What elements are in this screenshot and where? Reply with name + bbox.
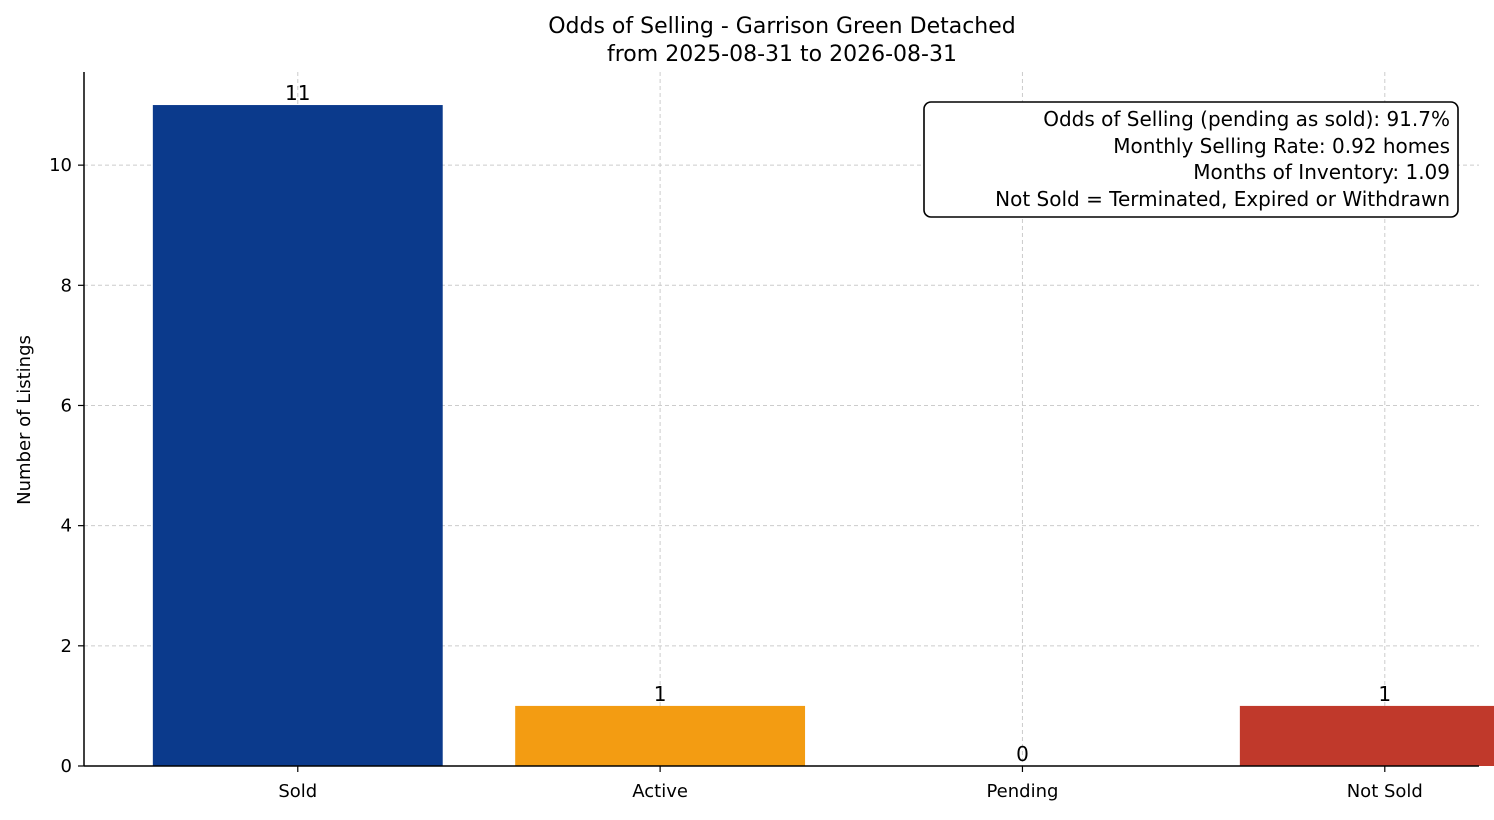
x-tick-label: Sold: [278, 781, 317, 802]
y-axis-ticks: 0 2 4 6 8 10: [49, 155, 84, 777]
y-tick-label: 10: [49, 155, 72, 176]
chart-subtitle: from 2025-08-31 to 2026-08-31: [607, 42, 957, 67]
y-tick-label: 8: [61, 275, 72, 296]
info-box: Odds of Selling (pending as sold): 91.7%…: [923, 101, 1459, 218]
bars: [152, 105, 1494, 767]
x-axis-ticks: Sold Active Pending Not Sold: [278, 766, 1423, 802]
bar-value-label: 11: [285, 81, 310, 105]
bar-value-label: 0: [1016, 742, 1029, 766]
info-months-inventory: Months of Inventory: 1.09: [1193, 160, 1450, 184]
bar-not-sold: [1239, 705, 1494, 766]
x-tick-label: Active: [632, 781, 688, 802]
chart-title: Odds of Selling - Garrison Green Detache…: [548, 14, 1016, 39]
bar-sold: [152, 105, 443, 767]
y-tick-label: 2: [61, 636, 72, 657]
y-axis-label: Number of Listings: [14, 335, 35, 505]
y-tick-label: 4: [61, 516, 72, 537]
y-tick-label: 0: [61, 756, 72, 777]
bar-value-label: 1: [1378, 682, 1391, 706]
info-odds: Odds of Selling (pending as sold): 91.7%: [1043, 107, 1450, 131]
y-tick-label: 6: [61, 395, 72, 416]
info-not-sold-definition: Not Sold = Terminated, Expired or Withdr…: [995, 187, 1450, 211]
info-box-frame: [923, 101, 1459, 218]
x-tick-label: Not Sold: [1347, 781, 1423, 802]
info-monthly-rate: Monthly Selling Rate: 0.92 homes: [1113, 134, 1450, 158]
x-tick-label: Pending: [986, 781, 1058, 802]
bar-active: [515, 705, 806, 766]
bar-value-label: 1: [654, 682, 667, 706]
